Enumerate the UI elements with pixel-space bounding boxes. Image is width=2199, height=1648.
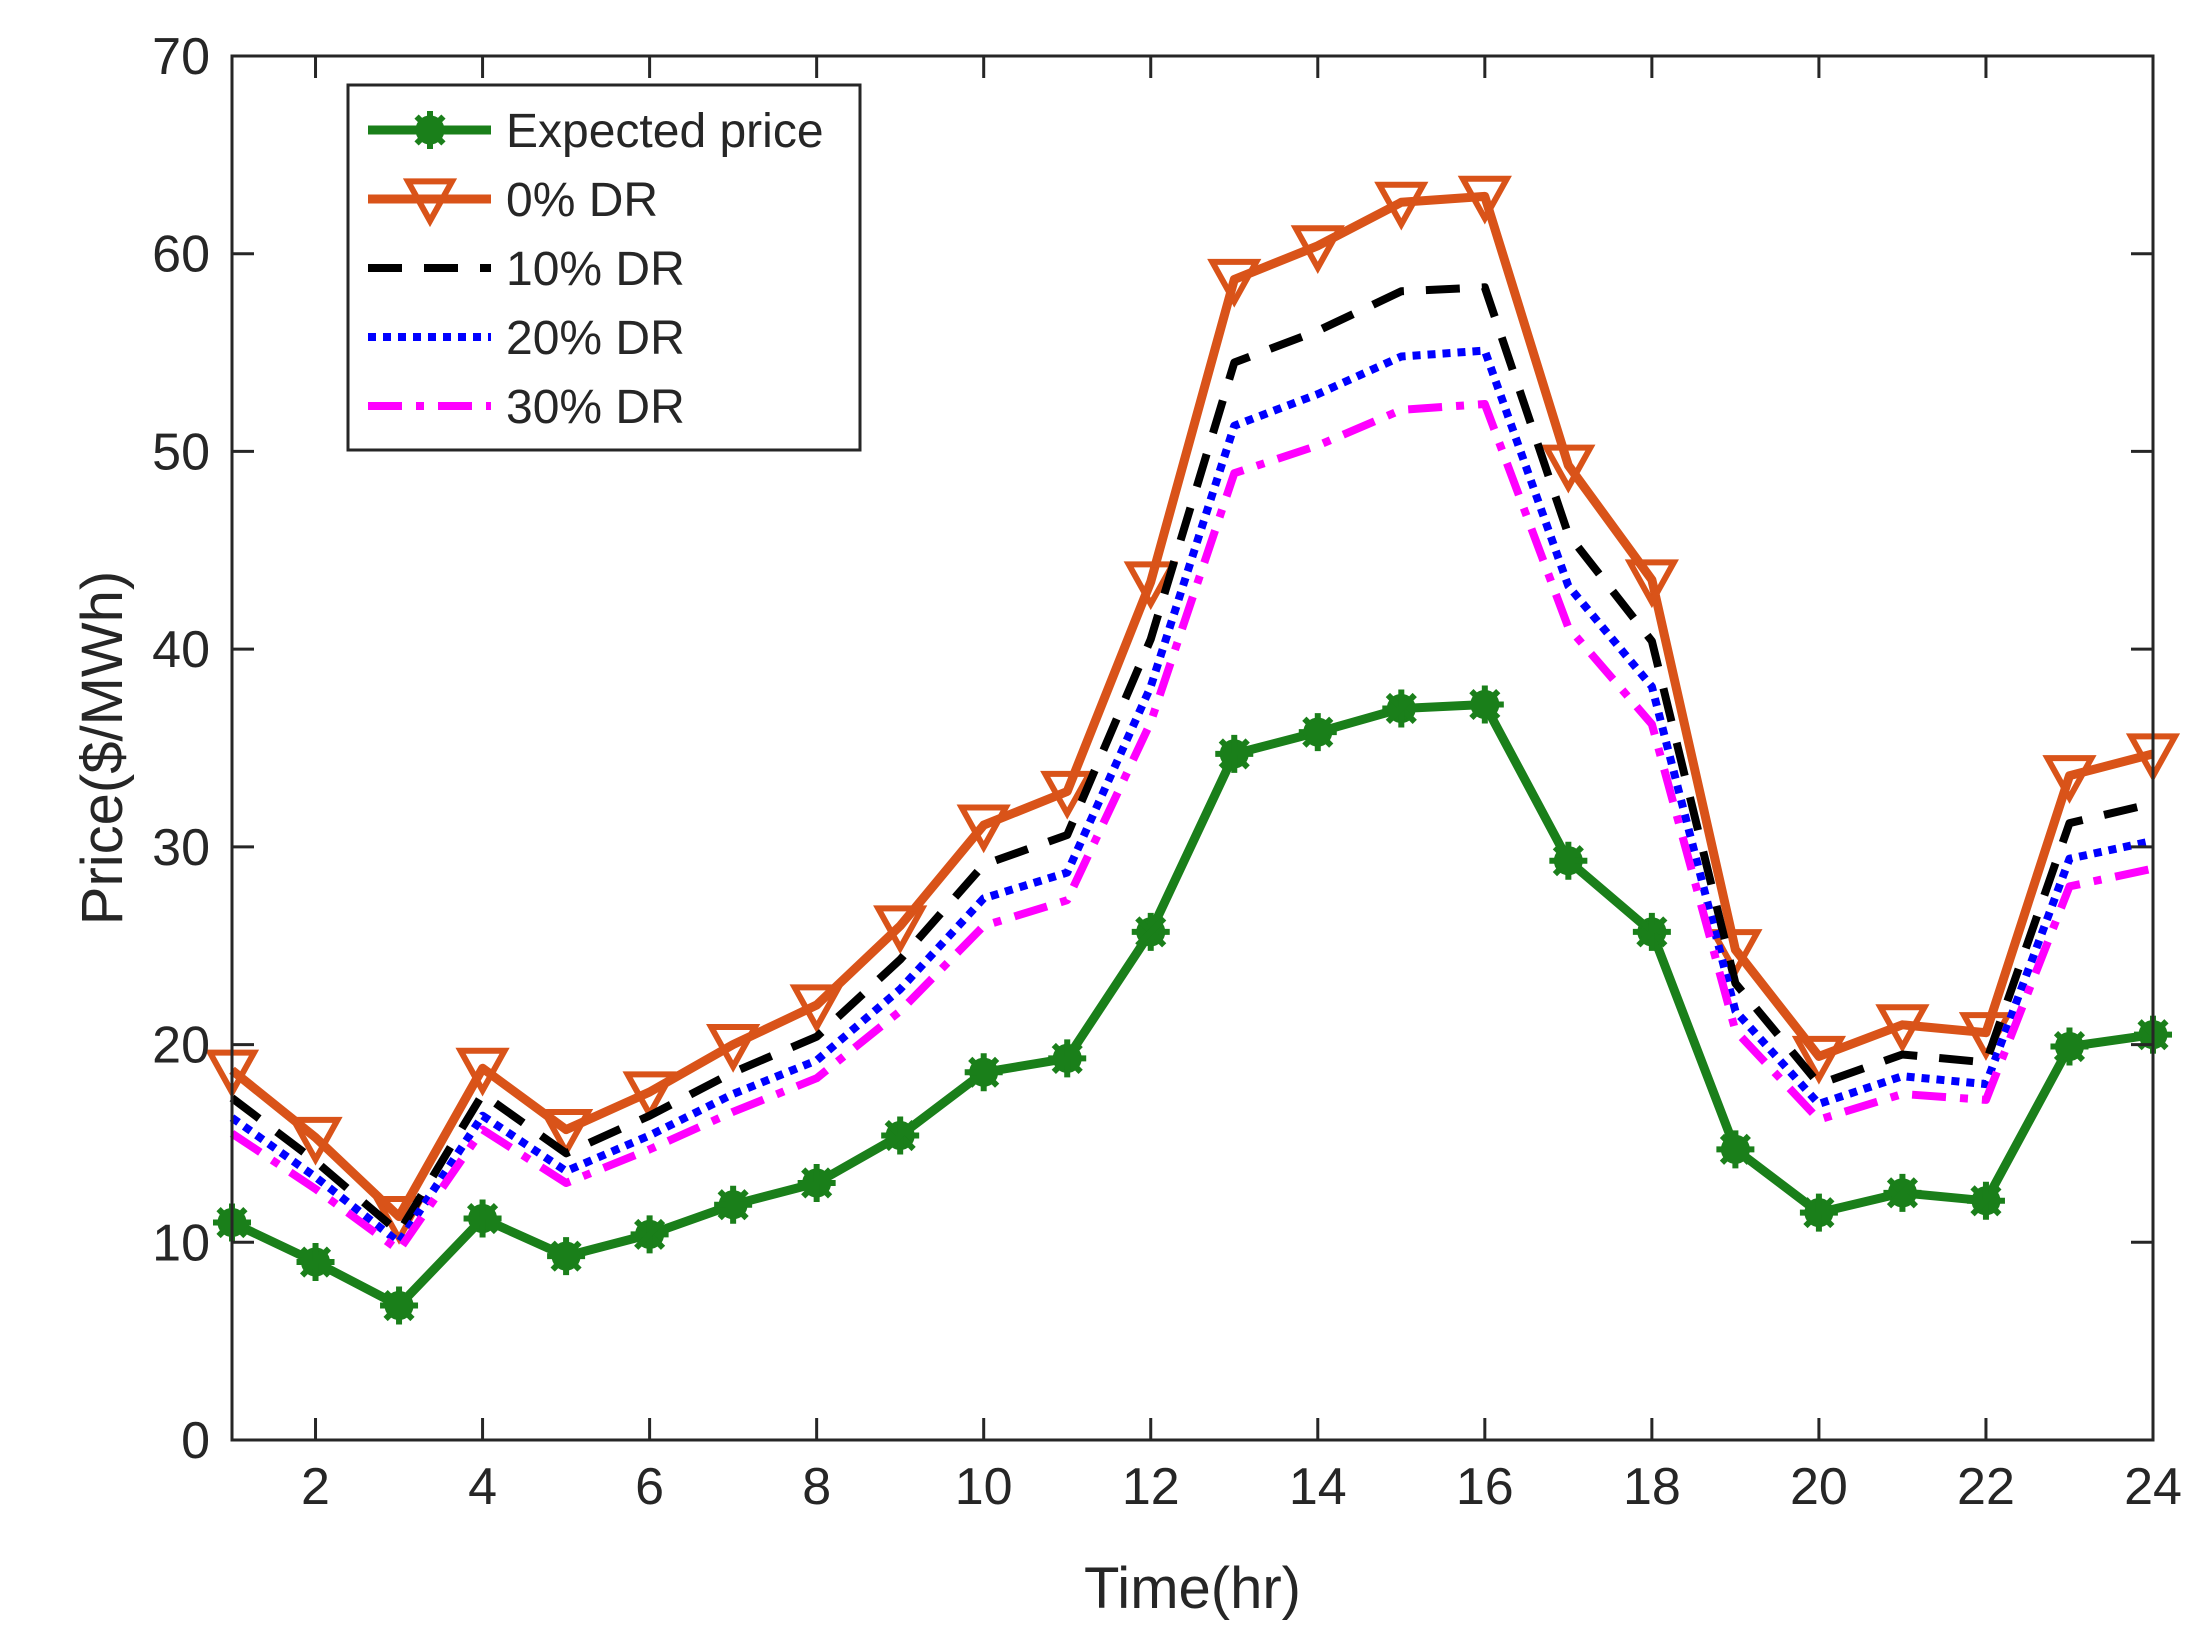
data-point (455, 1047, 510, 1097)
x-tick-label: 10 (955, 1458, 1013, 1516)
x-tick-label: 2 (301, 1458, 330, 1516)
data-point (1040, 770, 1095, 820)
y-tick-label: 70 (152, 28, 210, 86)
x-tick-label: 20 (1790, 1458, 1848, 1516)
legend-item: Expected price (368, 105, 824, 158)
legend: Expected price 0% DR 10% DR 20% DR 30% DR (346, 83, 862, 452)
data-point (1883, 1173, 1922, 1212)
data-point (547, 1237, 586, 1276)
data-point (1632, 912, 1671, 951)
legend-label: 30% DR (506, 381, 685, 434)
data-point (630, 1215, 669, 1254)
data-point (2050, 1027, 2089, 1066)
data-point (714, 1185, 753, 1224)
legend-item: 0% DR (368, 174, 658, 228)
data-point (1298, 713, 1337, 752)
x-tick-label: 14 (1289, 1458, 1347, 1516)
legend-label: 10% DR (506, 243, 685, 296)
data-point (1966, 1181, 2005, 1220)
data-point (1549, 841, 1588, 880)
legend-marker (411, 111, 449, 149)
data-point (797, 1163, 836, 1202)
data-point (538, 1108, 594, 1158)
x-axis-title: Time(hr) (1084, 1556, 1301, 1621)
data-point (1215, 734, 1254, 773)
series-3 (229, 346, 2154, 1247)
x-tick-label: 4 (468, 1458, 497, 1516)
data-point (706, 1023, 761, 1073)
y-tick-label: 30 (152, 819, 210, 877)
legend-label: 20% DR (506, 312, 685, 365)
legend-item: 30% DR (368, 381, 685, 434)
series-2 (229, 283, 2154, 1237)
data-point (873, 905, 928, 955)
data-point (2042, 755, 2097, 804)
data-point (1290, 225, 1345, 274)
data-point (1716, 1130, 1755, 1169)
data-point (789, 984, 844, 1034)
x-tick-label: 22 (1957, 1458, 2015, 1516)
data-point (964, 1053, 1003, 1092)
data-point (288, 1116, 343, 1166)
data-point (1875, 1004, 1930, 1053)
y-tick-label: 60 (152, 226, 210, 284)
y-tick-label: 0 (181, 1412, 210, 1470)
data-point (1541, 444, 1596, 494)
y-axis-title: Price($/MWh) (70, 571, 135, 925)
data-point (1382, 689, 1421, 728)
x-tick-label: 6 (635, 1458, 664, 1516)
data-point (296, 1243, 335, 1282)
data-point (881, 1116, 920, 1155)
series-line-4 (229, 400, 2154, 1255)
data-point (380, 1286, 419, 1325)
axes-box (230, 54, 2155, 1442)
y-tick-label: 40 (152, 621, 210, 679)
legend-label: Expected price (506, 105, 824, 158)
legend-item: 10% DR (368, 243, 685, 296)
data-point (1048, 1039, 1087, 1078)
data-point (956, 804, 1011, 854)
data-point (463, 1199, 502, 1238)
data-point (1123, 561, 1178, 611)
data-point (1374, 181, 1429, 231)
series-line-3 (229, 346, 2154, 1247)
legend-item: 20% DR (368, 312, 685, 365)
data-point (1708, 929, 1763, 978)
series-line-2 (229, 283, 2154, 1237)
x-tick-label: 24 (2124, 1458, 2182, 1516)
x-tick-label: 8 (802, 1458, 831, 1516)
data-point (1207, 258, 1262, 308)
data-point (1457, 175, 1512, 225)
x-tick-label: 12 (1122, 1458, 1180, 1516)
y-tick-label: 20 (152, 1017, 210, 1075)
data-point (1624, 559, 1679, 609)
legend-label: 0% DR (506, 174, 658, 227)
y-tick-label: 10 (152, 1214, 210, 1272)
data-point (622, 1071, 677, 1121)
x-tick-label: 18 (1623, 1458, 1681, 1516)
data-point (1791, 1035, 1847, 1085)
x-tick-label: 16 (1456, 1458, 1514, 1516)
data-point (1131, 912, 1170, 951)
legend-marker (402, 178, 458, 228)
data-point (1799, 1193, 1838, 1232)
y-tick-label: 50 (152, 423, 210, 481)
series-layer (204, 175, 2181, 1325)
series-4 (229, 400, 2154, 1255)
data-point (1465, 685, 1504, 724)
